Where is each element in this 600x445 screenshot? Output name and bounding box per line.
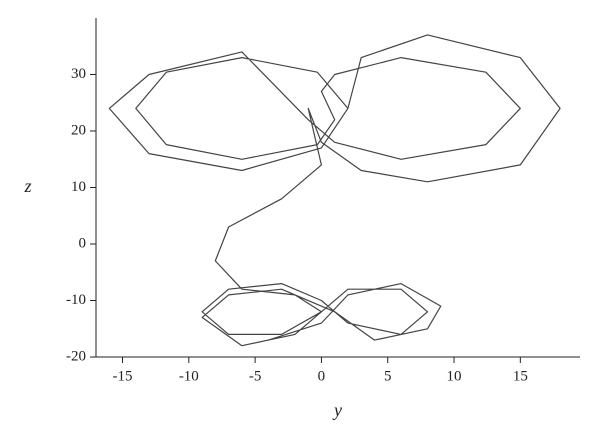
y-tick-label: -20 bbox=[66, 348, 86, 364]
y-tick-label: 20 bbox=[71, 122, 86, 138]
x-tick-label: 15 bbox=[513, 368, 528, 384]
x-tick-label: 5 bbox=[384, 368, 392, 384]
trajectory bbox=[108, 34, 561, 347]
y-tick-label: 30 bbox=[71, 66, 86, 82]
x-tick-label: -10 bbox=[179, 368, 199, 384]
y-tick-label: -10 bbox=[66, 292, 86, 308]
y-tick-label: 10 bbox=[71, 179, 86, 195]
x-tick-label: 10 bbox=[447, 368, 462, 384]
x-tick-label: -15 bbox=[113, 368, 133, 384]
x-axis-title: y bbox=[332, 400, 342, 420]
x-tick-label: -5 bbox=[249, 368, 262, 384]
y-tick-label: 0 bbox=[79, 235, 87, 251]
x-tick-label: 0 bbox=[318, 368, 326, 384]
y-axis-title: z bbox=[23, 176, 31, 196]
